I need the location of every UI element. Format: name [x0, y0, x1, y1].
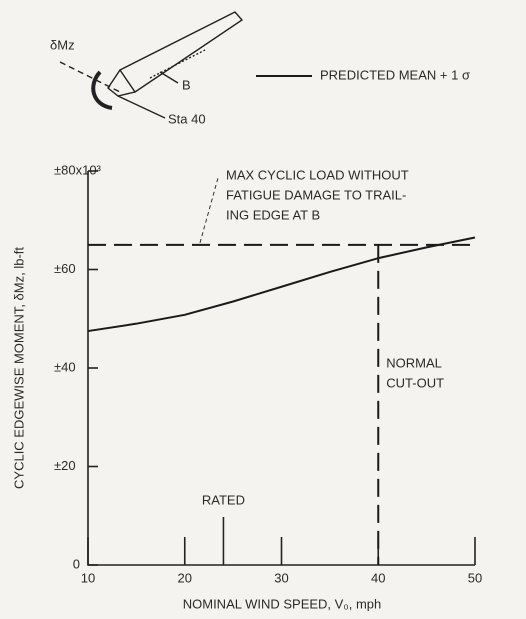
y-tick-label: ±80x10³ [54, 162, 102, 177]
annotation: CUT-OUT [386, 375, 444, 390]
annotation: NORMAL [386, 355, 442, 370]
annotation: RATED [202, 492, 245, 507]
x-tick-label: 10 [81, 570, 95, 585]
y-tick-label: ±40 [54, 359, 76, 374]
y-tick-label: ±20 [54, 458, 76, 473]
x-tick-label: 40 [371, 570, 385, 585]
blade-diagram [59, 11, 244, 119]
y-axis-label: CYCLIC EDGEWISE MOMENT, δMz, lb-ft [11, 247, 26, 489]
diagram-label: B [182, 77, 191, 92]
x-tick-label: 50 [468, 570, 482, 585]
legend-label: PREDICTED MEAN + 1 σ [320, 67, 470, 82]
diagram-label: δMz [50, 37, 75, 52]
x-tick-label: 20 [178, 570, 192, 585]
diagram-label: Sta 40 [168, 111, 206, 126]
x-tick-label: 30 [274, 570, 288, 585]
y-tick-label: 0 [73, 556, 80, 571]
annotation: MAX CYCLIC LOAD WITHOUT [226, 167, 409, 182]
annotation: FATIGUE DAMAGE TO TRAIL- [226, 187, 406, 202]
annotation: ING EDGE AT B [226, 207, 320, 222]
x-axis-label: NOMINAL WIND SPEED, V₀, mph [183, 596, 382, 611]
y-tick-label: ±60 [54, 261, 76, 276]
data-line [87, 236, 476, 333]
leader-line [199, 177, 219, 244]
